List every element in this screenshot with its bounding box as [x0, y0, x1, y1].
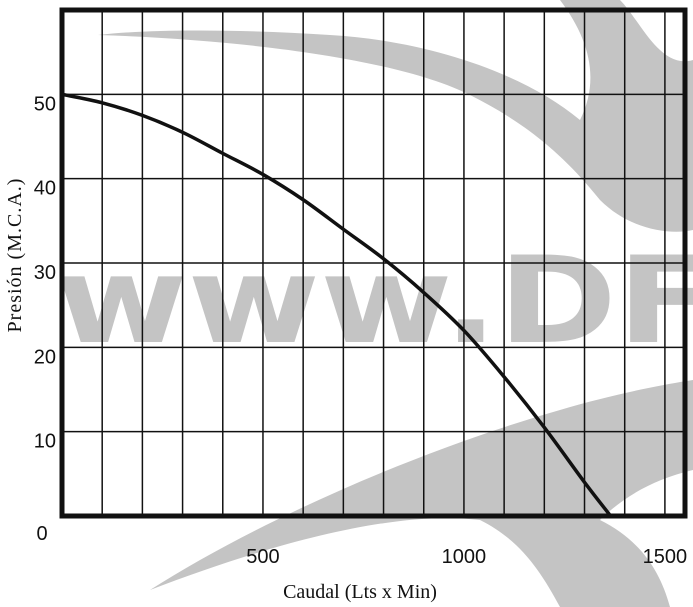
watermark-feather-shape-top [98, 0, 693, 232]
y-tick-label: 10 [34, 431, 56, 453]
y-tick-label: 20 [34, 346, 56, 368]
x-tick-label: 1500 [643, 546, 688, 568]
watermark-feather-shape-bottom [150, 380, 693, 607]
grid-lines [62, 10, 685, 516]
y-tick-label: 40 [34, 178, 56, 200]
y-axis-title: Presión (M.C.A.) [4, 178, 26, 333]
data-series [61, 92, 613, 518]
pressure-curve-line [61, 92, 613, 518]
tick-labels: 0 500 1000 1500 10 20 30 40 50 [34, 93, 687, 568]
x-axis-title: Caudal (Lts x Min) [283, 581, 437, 603]
x-tick-label: 0 [36, 523, 47, 545]
plot-frame [59, 7, 688, 519]
x-tick-label: 1000 [442, 546, 487, 568]
y-tick-label: 50 [34, 93, 56, 115]
y-tick-label: 30 [34, 262, 56, 284]
x-tick-label: 500 [246, 546, 279, 568]
